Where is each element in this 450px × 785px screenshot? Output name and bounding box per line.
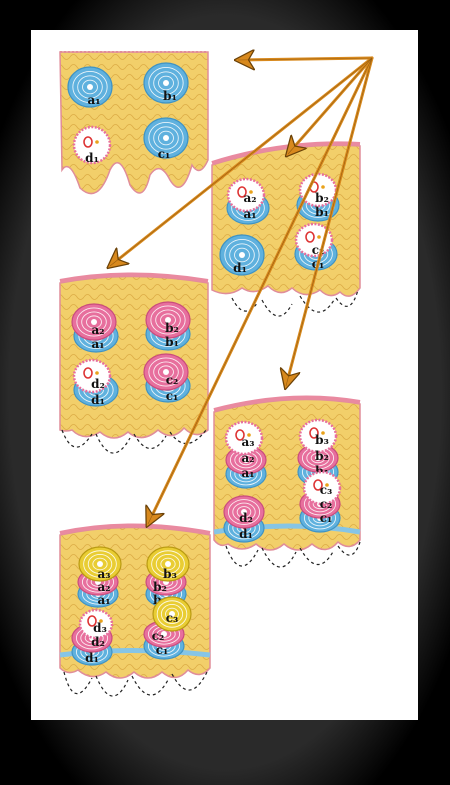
follicle: [143, 117, 189, 159]
tissue-block: [59, 275, 209, 439]
epidermis-band: [213, 395, 361, 412]
follicle-label: c₁: [158, 147, 171, 161]
follicle-label: a₁: [87, 93, 100, 107]
follicle: [71, 303, 117, 341]
follicle-label: b₂: [315, 449, 329, 463]
follicle-label: a₃: [241, 435, 254, 449]
follicle: [224, 420, 264, 456]
follicle-label: c₁: [156, 643, 169, 657]
follicle-label: c₂: [320, 497, 333, 511]
follicle-label: b₂: [165, 321, 179, 335]
dashed-outlines: [225, 541, 361, 568]
dashed-outlines: [231, 289, 359, 317]
follicle-label: d₂: [239, 511, 253, 525]
follicle: [143, 62, 189, 104]
follicle: [78, 546, 122, 582]
follicle: [223, 495, 265, 529]
follicle-label: d₂: [91, 635, 105, 649]
follicle: [219, 234, 265, 276]
follicle-label: b₃: [163, 567, 177, 581]
follicle: [298, 418, 338, 454]
epidermis-band: [59, 272, 209, 283]
follicle-label: a₂: [97, 580, 110, 594]
follicle-label: a₂: [91, 323, 104, 337]
follicle-label: c₂: [152, 629, 165, 643]
follicle-label: d₁: [85, 151, 99, 165]
follicle: [78, 608, 114, 640]
follicle-label: c₃: [320, 483, 333, 497]
follicle-label: c₁: [320, 511, 333, 525]
follicle: [145, 301, 191, 339]
follicle-label: d₁: [91, 393, 105, 407]
follicle-label: b₁: [165, 335, 179, 349]
follicles-layer: a₁ b₁c₁d₁a₂a₁b₂b₁d₁c₂c₁a₂a₁b₂b₁d₂d₁c₂c₁a₃…: [67, 62, 342, 666]
follicle-label: a₁: [97, 593, 110, 607]
follicle-label: c₃: [166, 611, 179, 625]
follicle-label: d₃: [93, 621, 107, 635]
follicle-label: d₁: [85, 651, 99, 665]
dashed-outlines: [61, 429, 207, 454]
follicle-label: a₂: [243, 191, 256, 205]
follicle-label: d₁: [233, 261, 247, 275]
follicle-label: b₁: [163, 89, 177, 103]
follicle: [72, 358, 112, 394]
follicle-label: b₂: [153, 580, 167, 594]
follicle-label: a₃: [97, 567, 110, 581]
follicle: [152, 596, 192, 632]
follicle-label: a₁: [91, 337, 104, 351]
follicle: [226, 177, 266, 213]
follicle-label: c₂: [166, 373, 179, 387]
follicle-label: b₂: [315, 191, 329, 205]
epidermis-band: [59, 523, 211, 535]
follicle-label: c₁: [166, 389, 179, 403]
follicle: [72, 125, 112, 165]
follicle: [67, 66, 113, 108]
follicle-label: a₁: [241, 466, 254, 480]
follicle-label: d₂: [91, 377, 105, 391]
follicle: [143, 353, 189, 391]
follicle-label: b₃: [315, 433, 329, 447]
follicle: [302, 470, 342, 506]
follicle: [146, 546, 190, 582]
follicle-label: d₁: [239, 527, 253, 541]
arrow-outline: [109, 57, 373, 525]
follicle-label: b₁: [315, 205, 329, 219]
follicle-label: a₁: [243, 207, 256, 221]
dashed-outlines: [63, 669, 209, 697]
follicle-label: a₂: [241, 451, 254, 465]
